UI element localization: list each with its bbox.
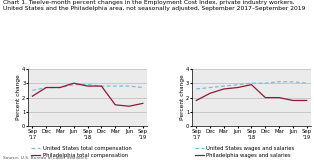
Y-axis label: Percent change: Percent change — [16, 75, 21, 120]
Text: Chart 1. Twelve-month percent changes in the Employment Cost Index, private indu: Chart 1. Twelve-month percent changes in… — [3, 0, 306, 11]
Legend: United States wages and salaries, Philadelphia wages and salaries: United States wages and salaries, Philad… — [195, 146, 295, 158]
Legend: United States total compensation, Philadelphia total compensation: United States total compensation, Philad… — [31, 146, 131, 158]
Y-axis label: Percent change: Percent change — [180, 75, 185, 120]
Text: Source: U.S. Bureau of Labor Statistics.: Source: U.S. Bureau of Labor Statistics. — [3, 156, 88, 160]
